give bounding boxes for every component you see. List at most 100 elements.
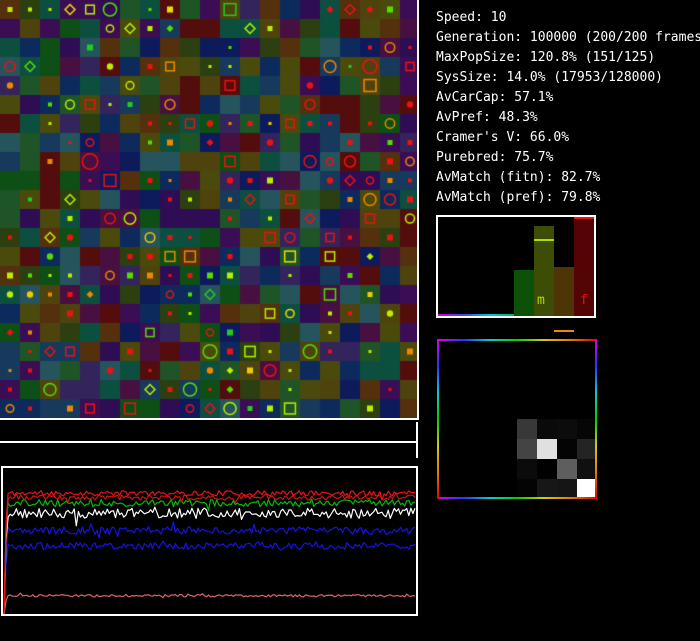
timeseries-line-cramer-s-v	[3, 506, 416, 614]
generation-slider-handle[interactable]	[416, 422, 418, 458]
histogram-mean-mark	[554, 330, 574, 332]
heatmap-cell	[437, 399, 457, 419]
stat-maxpopsize: MaxPopSize: 120.8% (151/125)	[436, 50, 656, 65]
heatmap-cell	[577, 459, 597, 479]
stat-avcarcap: AvCarCap: 57.1%	[436, 90, 554, 105]
heatmap-cell	[457, 479, 477, 499]
heatmap-cell	[437, 379, 457, 399]
heatmap-cell	[577, 419, 597, 439]
heatmap-cell	[557, 379, 577, 399]
stat-syssize: SysSize: 14.0% (17953/128000)	[436, 70, 663, 85]
heatmap-cell	[477, 399, 497, 419]
heatmap-cell	[497, 339, 517, 359]
heatmap-cell	[537, 339, 557, 359]
heatmap-cell	[477, 479, 497, 499]
timeseries-window	[1, 466, 418, 616]
heatmap-cell	[577, 339, 597, 359]
heatmap-cell	[537, 399, 557, 419]
stat-avmatch-pref: AvMatch (pref): 79.8%	[436, 190, 601, 205]
heatmap-cell	[457, 339, 477, 359]
world-window	[0, 0, 417, 418]
histogram-bar	[554, 267, 574, 332]
world-window-border-bottom	[0, 418, 419, 420]
stat-generation: Generation: 100000 (200/200 frames)	[436, 30, 700, 45]
heatmap-border-right	[595, 339, 597, 499]
heatmap-cell	[477, 339, 497, 359]
heatmap-cell	[437, 359, 457, 379]
heatmap-cell	[497, 459, 517, 479]
heatmap-cell	[517, 459, 537, 479]
heatmap-cell	[577, 399, 597, 419]
heatmap-cell	[517, 439, 537, 459]
heatmap-cell	[517, 419, 537, 439]
stat-purebred: Purebred: 75.7%	[436, 150, 554, 165]
timeseries-line-syssize	[3, 592, 416, 614]
timeseries-line-purebred	[3, 498, 415, 614]
heatmap-cell	[577, 439, 597, 459]
timeseries-line-avcarcap	[3, 521, 416, 614]
heatmap-cell	[537, 379, 557, 399]
heatmap-cells	[437, 339, 597, 499]
heatmap-cell	[457, 399, 477, 419]
heatmap-cell	[497, 379, 517, 399]
heatmap-cell	[477, 439, 497, 459]
heatmap-border-top	[437, 339, 597, 341]
histogram-mean-mark	[534, 239, 554, 241]
stat-speed: Speed: 10	[436, 10, 507, 25]
heatmap-cell	[557, 439, 577, 459]
heatmap-cell	[497, 439, 517, 459]
heatmap-cell	[457, 379, 477, 399]
heatmap-cell	[437, 479, 457, 499]
heatmap-cell	[517, 379, 537, 399]
heatmap-cell	[537, 359, 557, 379]
timeseries-chart	[3, 490, 416, 614]
heatmap-cell	[517, 339, 537, 359]
heatmap-cell	[497, 359, 517, 379]
heatmap-cell	[477, 359, 497, 379]
heatmap-cell	[557, 339, 577, 359]
heatmap-cell	[457, 459, 477, 479]
world-window-border-right	[417, 0, 419, 420]
heatmap-cell	[577, 359, 597, 379]
timeseries-line-avmatch-fitn-	[3, 490, 415, 614]
timeseries-line-avpref	[3, 540, 416, 614]
heatmap-cell	[457, 359, 477, 379]
histogram-mean-mark	[574, 217, 594, 219]
heatmap-cell	[577, 379, 597, 399]
heatmap-cell	[557, 419, 577, 439]
heatmap-cell	[537, 419, 557, 439]
heatmap-cell	[437, 419, 457, 439]
heatmap-cell	[537, 479, 557, 499]
heatmap-cell	[517, 359, 537, 379]
heatmap-cell	[557, 359, 577, 379]
heatmap-cell	[557, 479, 577, 499]
heatmap-cell	[437, 439, 457, 459]
timeseries-line-avmatch-pref-	[3, 492, 416, 614]
heatmap-cell	[537, 459, 557, 479]
heatmap-cell	[437, 339, 457, 359]
heatmap-cell	[497, 479, 517, 499]
heatmap-cell	[477, 419, 497, 439]
heatmap-border-left	[437, 339, 439, 499]
heatmap-cell	[497, 419, 517, 439]
histogram-bar	[574, 217, 594, 316]
heatmap-cell	[477, 459, 497, 479]
world-grid-canvas	[0, 0, 417, 418]
generation-slider-track[interactable]	[0, 441, 417, 443]
heatmap-cell	[537, 439, 557, 459]
heatmap-cell	[517, 479, 537, 499]
male-label: m	[537, 293, 545, 308]
histogram-bar	[514, 270, 534, 351]
histogram-bar	[534, 226, 554, 316]
heatmap-border-bottom	[437, 497, 597, 499]
stat-avpref: AvPref: 48.3%	[436, 110, 538, 125]
female-label: f	[580, 293, 588, 308]
heatmap-cell	[437, 459, 457, 479]
stat-cramers-v: Cramer's V: 66.0%	[436, 130, 570, 145]
heatmap-cell	[457, 419, 477, 439]
stat-avmatch-fitn: AvMatch (fitn): 82.7%	[436, 170, 601, 185]
heatmap-cell	[477, 379, 497, 399]
heatmap-cell	[557, 399, 577, 419]
heatmap-cell	[577, 479, 597, 499]
